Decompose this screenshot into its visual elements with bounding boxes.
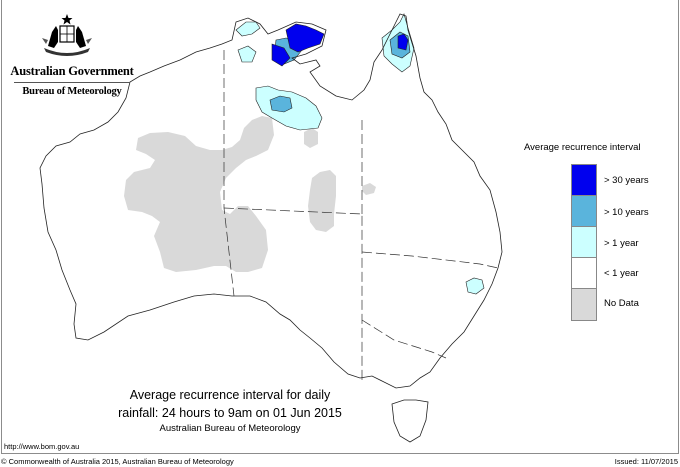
legend-colorbar xyxy=(571,164,597,321)
state-borders xyxy=(223,50,499,380)
government-title: Australian Government xyxy=(10,64,134,78)
bureau-title: Bureau of Meteorology xyxy=(22,86,122,97)
legend-label-gt-1: > 1 year xyxy=(604,238,639,249)
issued-date: Issued: 11/07/2015 xyxy=(614,457,678,466)
recurrence-gt-30-years xyxy=(271,23,409,67)
legend-label-lt-1: < 1 year xyxy=(604,268,639,279)
no-data-regions xyxy=(124,116,376,272)
legend-swatch-lt-1 xyxy=(572,258,596,289)
legend-title: Average recurrence interval xyxy=(524,142,641,153)
legend-label-no-data: No Data xyxy=(604,298,639,309)
legend-swatch-gt-30 xyxy=(572,165,596,196)
tasmania-outline xyxy=(391,399,429,443)
legend-label-gt-30: > 30 years xyxy=(604,175,649,186)
legend-swatch-gt-10 xyxy=(572,196,596,227)
copyright-notice: © Commonwealth of Australia 2015, Austra… xyxy=(1,457,234,466)
map-caption-source: Australian Bureau of Meteorology xyxy=(159,423,301,434)
bom-logo: Australian Government Bureau of Meteorol… xyxy=(8,8,134,98)
bom-website-link[interactable]: http://www.bom.gov.au xyxy=(4,442,80,451)
coastline xyxy=(39,13,503,389)
australia-map xyxy=(39,13,503,443)
map-caption-line-2: rainfall: 24 hours to 9am on 01 Jun 2015 xyxy=(118,406,342,420)
footer-divider xyxy=(1,453,679,454)
coat-of-arms-icon xyxy=(42,14,92,56)
map-frame xyxy=(1,0,679,454)
legend-label-gt-10: > 10 years xyxy=(604,207,649,218)
legend-swatch-gt-1 xyxy=(572,227,596,258)
map-caption-line-1: Average recurrence interval for daily xyxy=(129,388,331,402)
legend-swatch-no-data xyxy=(572,289,596,320)
title-rule xyxy=(14,82,130,83)
